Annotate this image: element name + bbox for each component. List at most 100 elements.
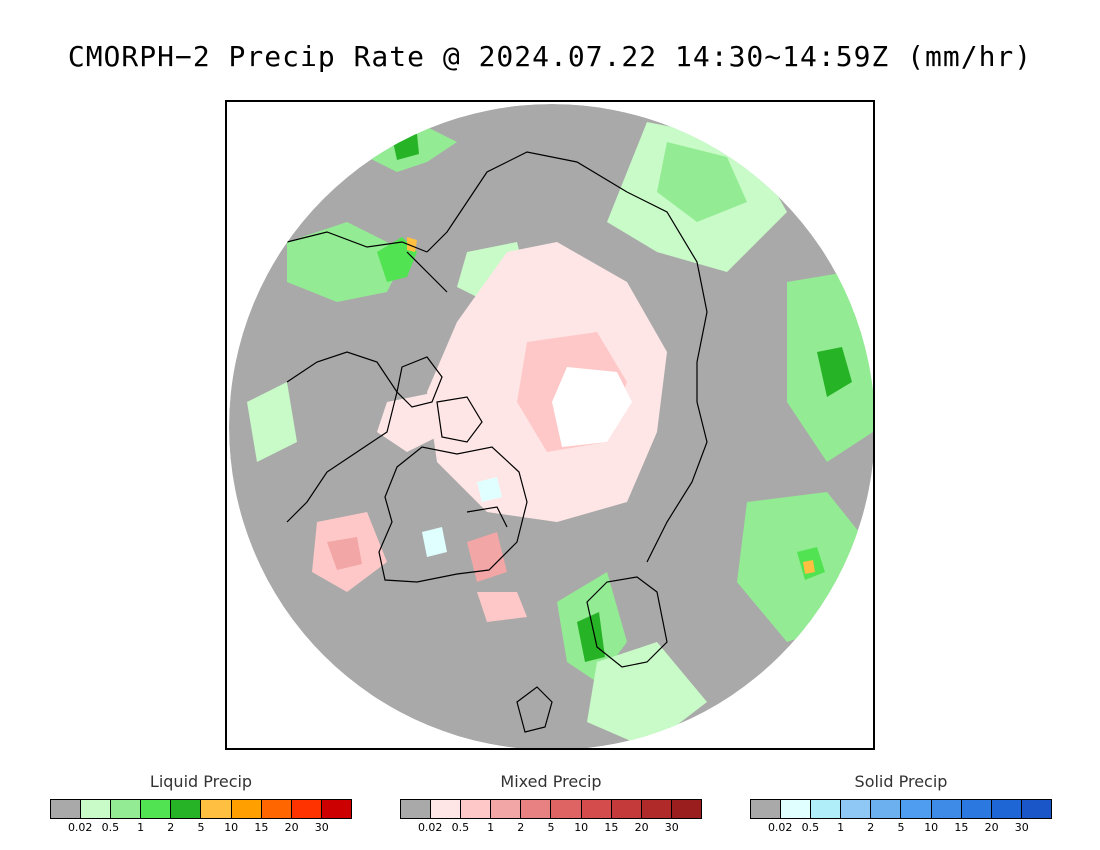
legend-tick-label: 1 [487, 821, 495, 834]
arctic-island-coastline [396, 356, 443, 408]
legend-bar [750, 799, 1052, 819]
legend-swatch [551, 800, 582, 818]
legend-title: Mixed Precip [500, 772, 602, 791]
legend-swatch [201, 800, 232, 818]
liquid-area [657, 142, 747, 222]
legend-tick-label: 10 [924, 821, 939, 834]
legend-swatch [901, 800, 932, 818]
legend-tick-label: 0.02 [67, 821, 93, 834]
legend-tick-label: 5 [897, 821, 905, 834]
legend-swatch [431, 800, 462, 818]
legend-swatch [81, 800, 112, 818]
legend-swatch [261, 800, 292, 818]
liquid-area-intense [407, 237, 417, 252]
legend-solid: Solid Precip 0.02 0.5 1 2 5 10 15 20 30 [750, 772, 1052, 835]
chart-title: CMORPH−2 Precip Rate @ 2024.07.22 14:30~… [67, 40, 1033, 73]
mixed-area-moderate [327, 537, 362, 570]
legend-tick-label: 2 [867, 821, 875, 834]
legend-liquid: Liquid Precip 0.02 0.5 1 2 5 10 15 20 30 [50, 772, 352, 835]
legend-swatch [671, 800, 701, 818]
legend-tick-label: 1 [837, 821, 845, 834]
legend-mixed: Mixed Precip 0.02 0.5 1 2 5 10 15 20 30 [400, 772, 702, 835]
legend-swatch [961, 800, 992, 818]
legend-swatch [291, 800, 322, 818]
legend-tick-label: 10 [224, 821, 239, 834]
legend-title: Liquid Precip [149, 772, 253, 791]
legend-title: Solid Precip [854, 772, 948, 791]
alaska-coastline [286, 231, 428, 253]
liquid-area [287, 222, 407, 302]
mixed-area [377, 392, 447, 452]
legend-swatch [491, 800, 522, 818]
legend-swatch [141, 800, 172, 818]
canada-coastline [286, 351, 398, 523]
legend-tick-label: 5 [197, 821, 205, 834]
legend-tick-label: 2 [167, 821, 175, 834]
legend-tick-label: 30 [314, 821, 329, 834]
pole-no-data-area [552, 367, 632, 447]
legend-tick-label: 0.5 [801, 821, 820, 834]
liquid-area-intense [803, 560, 815, 574]
eurasia-arctic-coastline [626, 191, 708, 402]
legend-swatch [931, 800, 962, 818]
solid-area [422, 527, 447, 557]
legend-bar [50, 799, 352, 819]
barents-coastline [646, 401, 708, 563]
mixed-area-moderate [467, 532, 507, 582]
legend-swatch [51, 800, 82, 818]
solid-precip-areas [422, 477, 502, 557]
legend-tick-label: 15 [954, 821, 969, 834]
liquid-area [587, 642, 707, 748]
legend-tick-label: 0.5 [451, 821, 470, 834]
legend-tick-label: 0.5 [101, 821, 120, 834]
legend-swatch [461, 800, 492, 818]
legend-swatch [111, 800, 142, 818]
legend-ticks: 0.02 0.5 1 2 5 10 15 20 30 [50, 821, 352, 835]
legend-swatch [611, 800, 642, 818]
legend-swatch [991, 800, 1022, 818]
scandinavia-coastline [586, 576, 668, 668]
legend-tick-label: 20 [634, 821, 649, 834]
map-disc [229, 104, 873, 748]
liquid-area [247, 382, 297, 462]
legend-tick-label: 0.02 [767, 821, 793, 834]
legend-tick-label: 15 [254, 821, 269, 834]
legend-tick-label: 2 [517, 821, 525, 834]
arctic-island-coastline [436, 396, 483, 443]
legend-swatch [231, 800, 262, 818]
legend-swatch [521, 800, 552, 818]
legend-swatch [581, 800, 612, 818]
polar-map-frame [225, 100, 875, 750]
polar-precip-map [227, 102, 873, 748]
legend-ticks: 0.02 0.5 1 2 5 10 15 20 30 [750, 821, 1052, 835]
iceland-coastline [466, 506, 508, 528]
legend-tick-label: 10 [574, 821, 589, 834]
legend-tick-label: 5 [547, 821, 555, 834]
mixed-precip-areas [312, 242, 667, 622]
legend-swatch [401, 800, 432, 818]
legend-swatch [841, 800, 872, 818]
legend-swatch [171, 800, 202, 818]
mixed-area [477, 592, 527, 622]
liquid-area-heavy [577, 612, 605, 662]
legend-swatch [871, 800, 902, 818]
liquid-area-heavy [817, 347, 852, 397]
legend-tick-label: 1 [137, 821, 145, 834]
legend-tick-label: 20 [284, 821, 299, 834]
british-isles-coastline [516, 686, 553, 733]
legend-tick-label: 30 [1014, 821, 1029, 834]
legend-swatch [781, 800, 812, 818]
legend-swatch [751, 800, 782, 818]
legend-swatch [321, 800, 351, 818]
legend-tick-label: 20 [984, 821, 999, 834]
legend-ticks: 0.02 0.5 1 2 5 10 15 20 30 [400, 821, 702, 835]
legend-swatch [1021, 800, 1051, 818]
coastlines [286, 151, 708, 733]
greenland-coastline [378, 446, 528, 583]
legend-tick-label: 30 [664, 821, 679, 834]
legend-swatch [811, 800, 842, 818]
solid-area [477, 477, 502, 502]
legend-swatch [641, 800, 672, 818]
siberia-coastline [426, 151, 628, 253]
legend-tick-label: 15 [604, 821, 619, 834]
